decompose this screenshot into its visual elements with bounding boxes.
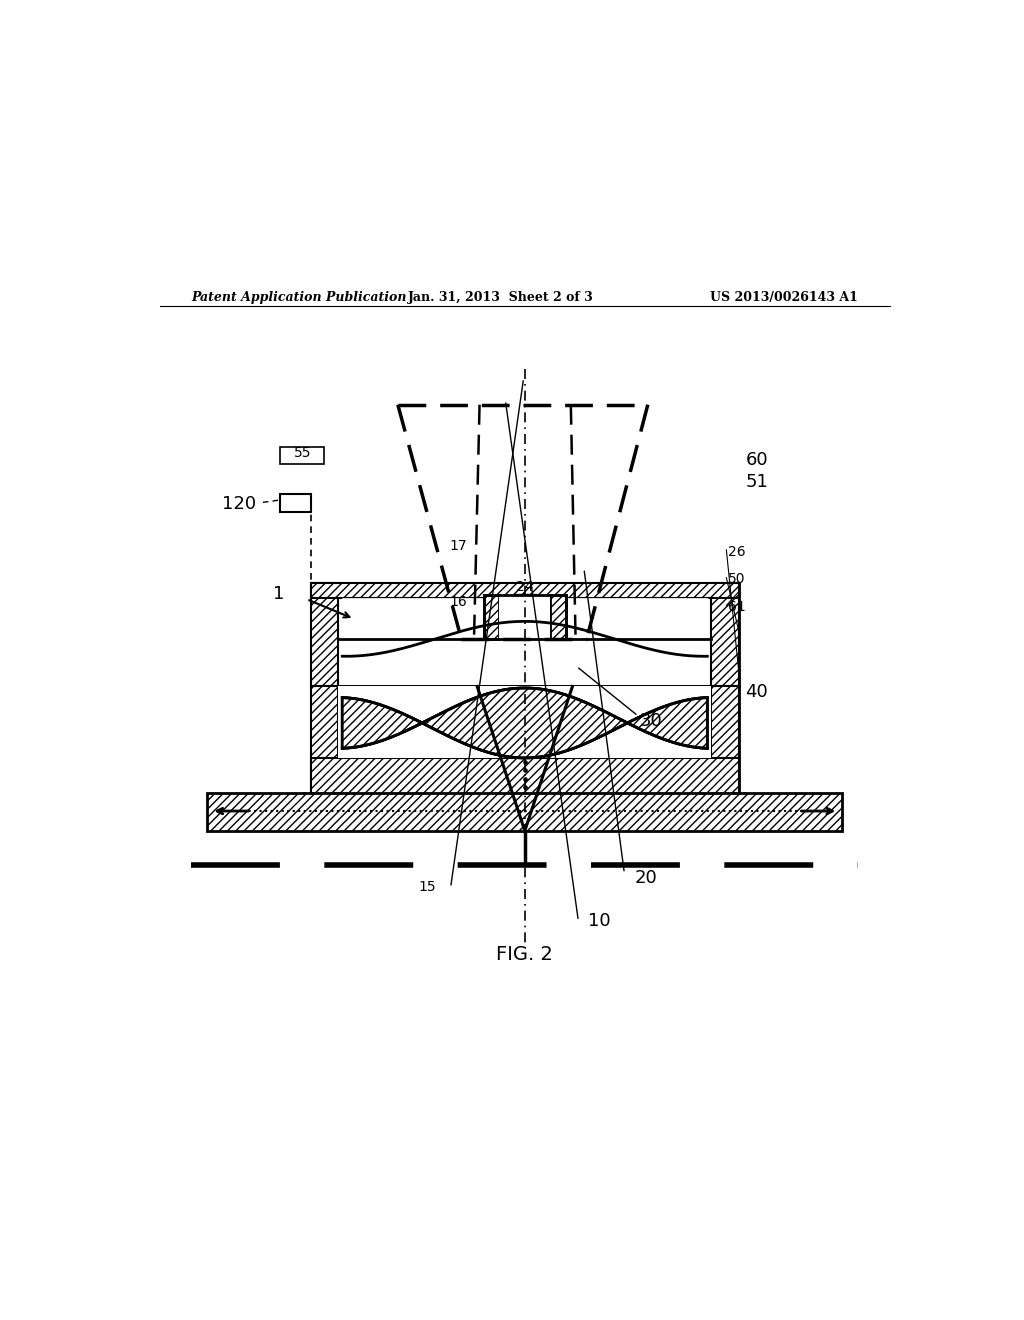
- Bar: [712, 583, 739, 686]
- Bar: [310, 686, 739, 793]
- Text: Jan. 31, 2013  Sheet 2 of 3: Jan. 31, 2013 Sheet 2 of 3: [409, 292, 594, 304]
- Bar: [338, 686, 712, 758]
- Bar: [310, 686, 338, 793]
- Bar: [310, 583, 739, 598]
- Bar: [550, 595, 566, 639]
- Bar: [712, 686, 739, 793]
- Text: 15: 15: [418, 880, 436, 894]
- Bar: [207, 793, 843, 830]
- Text: Patent Application Publication: Patent Application Publication: [191, 292, 407, 304]
- Text: 40: 40: [745, 682, 768, 701]
- Text: 50: 50: [728, 573, 745, 586]
- Text: 20: 20: [634, 870, 657, 887]
- Polygon shape: [342, 688, 708, 758]
- Text: 30: 30: [640, 711, 663, 730]
- Text: 60: 60: [745, 451, 768, 470]
- Text: 51: 51: [745, 474, 768, 491]
- Text: 1: 1: [273, 585, 285, 603]
- Text: 120: 120: [222, 495, 257, 513]
- Text: 17: 17: [450, 539, 467, 553]
- Text: 24: 24: [516, 581, 534, 594]
- Bar: [281, 446, 324, 465]
- Bar: [500, 595, 550, 639]
- Polygon shape: [342, 688, 708, 758]
- Text: 26: 26: [728, 545, 745, 558]
- Text: FIG. 2: FIG. 2: [497, 945, 553, 964]
- Text: 16: 16: [450, 594, 467, 609]
- Text: 10: 10: [588, 912, 611, 929]
- Text: 61: 61: [728, 601, 745, 614]
- Bar: [281, 495, 310, 512]
- Bar: [310, 583, 338, 686]
- Bar: [310, 758, 739, 793]
- Bar: [483, 595, 500, 639]
- Text: 55: 55: [294, 446, 311, 461]
- Bar: [310, 583, 739, 686]
- Text: US 2013/0026143 A1: US 2013/0026143 A1: [711, 292, 858, 304]
